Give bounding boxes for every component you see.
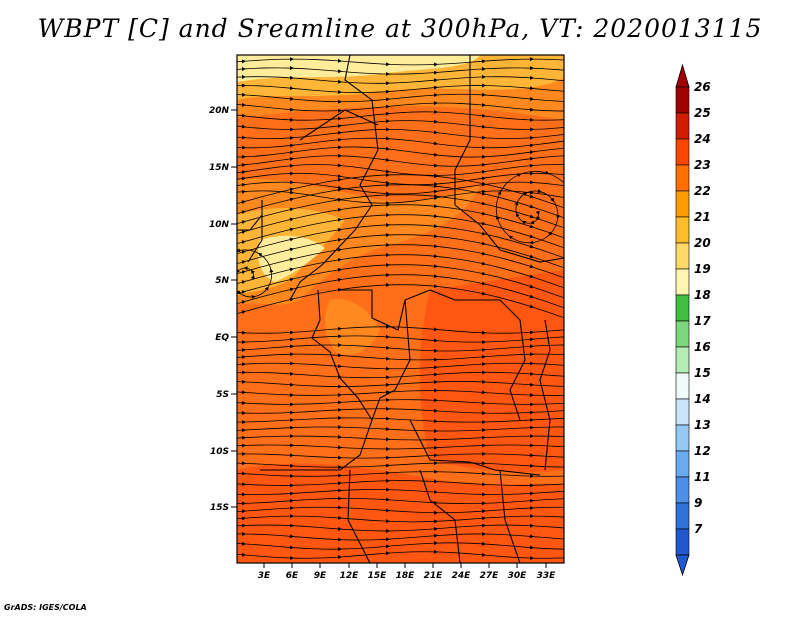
country-border [340,289,431,331]
shading-region [325,299,380,355]
colorbar-label: 18 [694,288,711,302]
lon-tick-label: 9E [314,571,327,581]
lon-tick-label: 21E [424,571,444,581]
shading-region [419,270,564,472]
colorbar-swatch [675,294,690,322]
lon-tick-label: 18E [396,571,416,581]
lon-tick-label: 30E [508,571,528,581]
country-borders [237,55,564,563]
colorbar: 26 25 24 23 22 21 20 19 18 17 16 15 14 13 12 11 9 7 [675,63,711,577]
colorbar-swatch [675,450,690,478]
lon-tick-label: 24E [452,571,472,581]
lon-tick-label: 15E [368,571,388,581]
colorbar-label: 25 [694,106,711,120]
colorbar-label: 23 [694,158,711,172]
country-border [289,204,373,301]
grads-credit: GrADS: IGES/COLA [4,603,87,612]
colorbar-swatch [675,476,690,504]
colorbar-swatch [675,86,690,114]
colorbar-label: 24 [694,132,711,146]
map-panel: 20N 15N 10N 5N EQ 5S 10S 15S 3E 6E 9E 12E 15E 18E 21E… [209,54,578,581]
country-border [347,469,371,563]
country-border [237,214,263,231]
colorbar-label: 14 [694,392,711,406]
country-border [371,299,411,421]
colorbar-swatch [675,424,690,452]
country-border [247,200,263,263]
colorbar-label: 11 [694,470,711,484]
colorbar-swatch [675,268,690,296]
shading-region [237,55,480,82]
lon-tick-label: 6E [286,571,299,581]
chart-title: WBPT [C] and Sreamline at 300hPa, VT: 20… [37,14,763,43]
colorbar-swatch [675,112,690,140]
lat-tick-label: 10S [210,447,229,457]
colorbar-label: 26 [694,80,711,94]
lat-tick-label: 15N [209,163,230,173]
country-border [539,319,551,471]
lon-tick-label: 33E [537,571,557,581]
colorbar-swatch [675,398,690,426]
lat-tick-label: 5S [216,390,229,400]
country-border [344,55,379,206]
colorbar-bottom-arrow [675,554,690,577]
streamline [237,249,272,298]
colorbar-swatch [675,138,690,166]
colorbar-swatch [675,346,690,374]
colorbar-label: 17 [694,314,711,328]
colorbar-label: 20 [694,236,711,250]
colorbar-label: 15 [694,366,711,380]
colorbar-label: 12 [694,444,711,458]
colorbar-swatch [675,372,690,400]
colorbar-label: 7 [694,522,703,536]
country-border [260,419,373,471]
colorbar-swatch [675,242,690,270]
lon-tick-label: 12E [340,571,360,581]
colorbar-label: 21 [694,210,711,224]
country-border [454,204,564,263]
country-border [419,469,461,563]
colorbar-label: 13 [694,418,711,432]
latitude-axis: 20N 15N 10N 5N EQ 5S 10S 15S [209,106,237,513]
streamline-arrow [219,260,222,266]
lat-tick-label: 20N [209,106,230,116]
country-border [311,289,373,421]
lat-tick-label: 10N [209,220,230,230]
streamlines [219,57,578,561]
colorbar-swatch [675,502,690,530]
lat-tick-label: 15S [210,503,229,513]
colorbar-swatch [675,216,690,244]
colorbar-label: 19 [694,262,711,276]
map-frame [236,54,565,564]
lon-tick-label: 3E [258,571,271,581]
colorbar-label: 22 [694,184,711,198]
lon-tick-label: 27E [480,571,500,581]
country-border [299,109,379,141]
streamline-arrow [577,214,578,222]
country-border [499,469,521,563]
country-border [429,289,526,421]
streamline-arrow [567,185,571,192]
colorbar-label: 16 [694,340,711,354]
colorbar-swatch [675,320,690,348]
colorbar-top-arrow [675,63,690,88]
lat-tick-label: EQ [215,333,229,343]
colorbar-swatch [675,164,690,192]
country-border [409,419,541,476]
colorbar-label: 9 [694,496,702,510]
colorbar-swatch [675,190,690,218]
colorbar-swatch [675,528,690,556]
lat-tick-label: 5N [215,276,229,286]
country-border [454,55,471,205]
longitude-axis: 3E 6E 9E 12E 15E 18E 21E 24E 27E 30E 33E [258,563,556,581]
